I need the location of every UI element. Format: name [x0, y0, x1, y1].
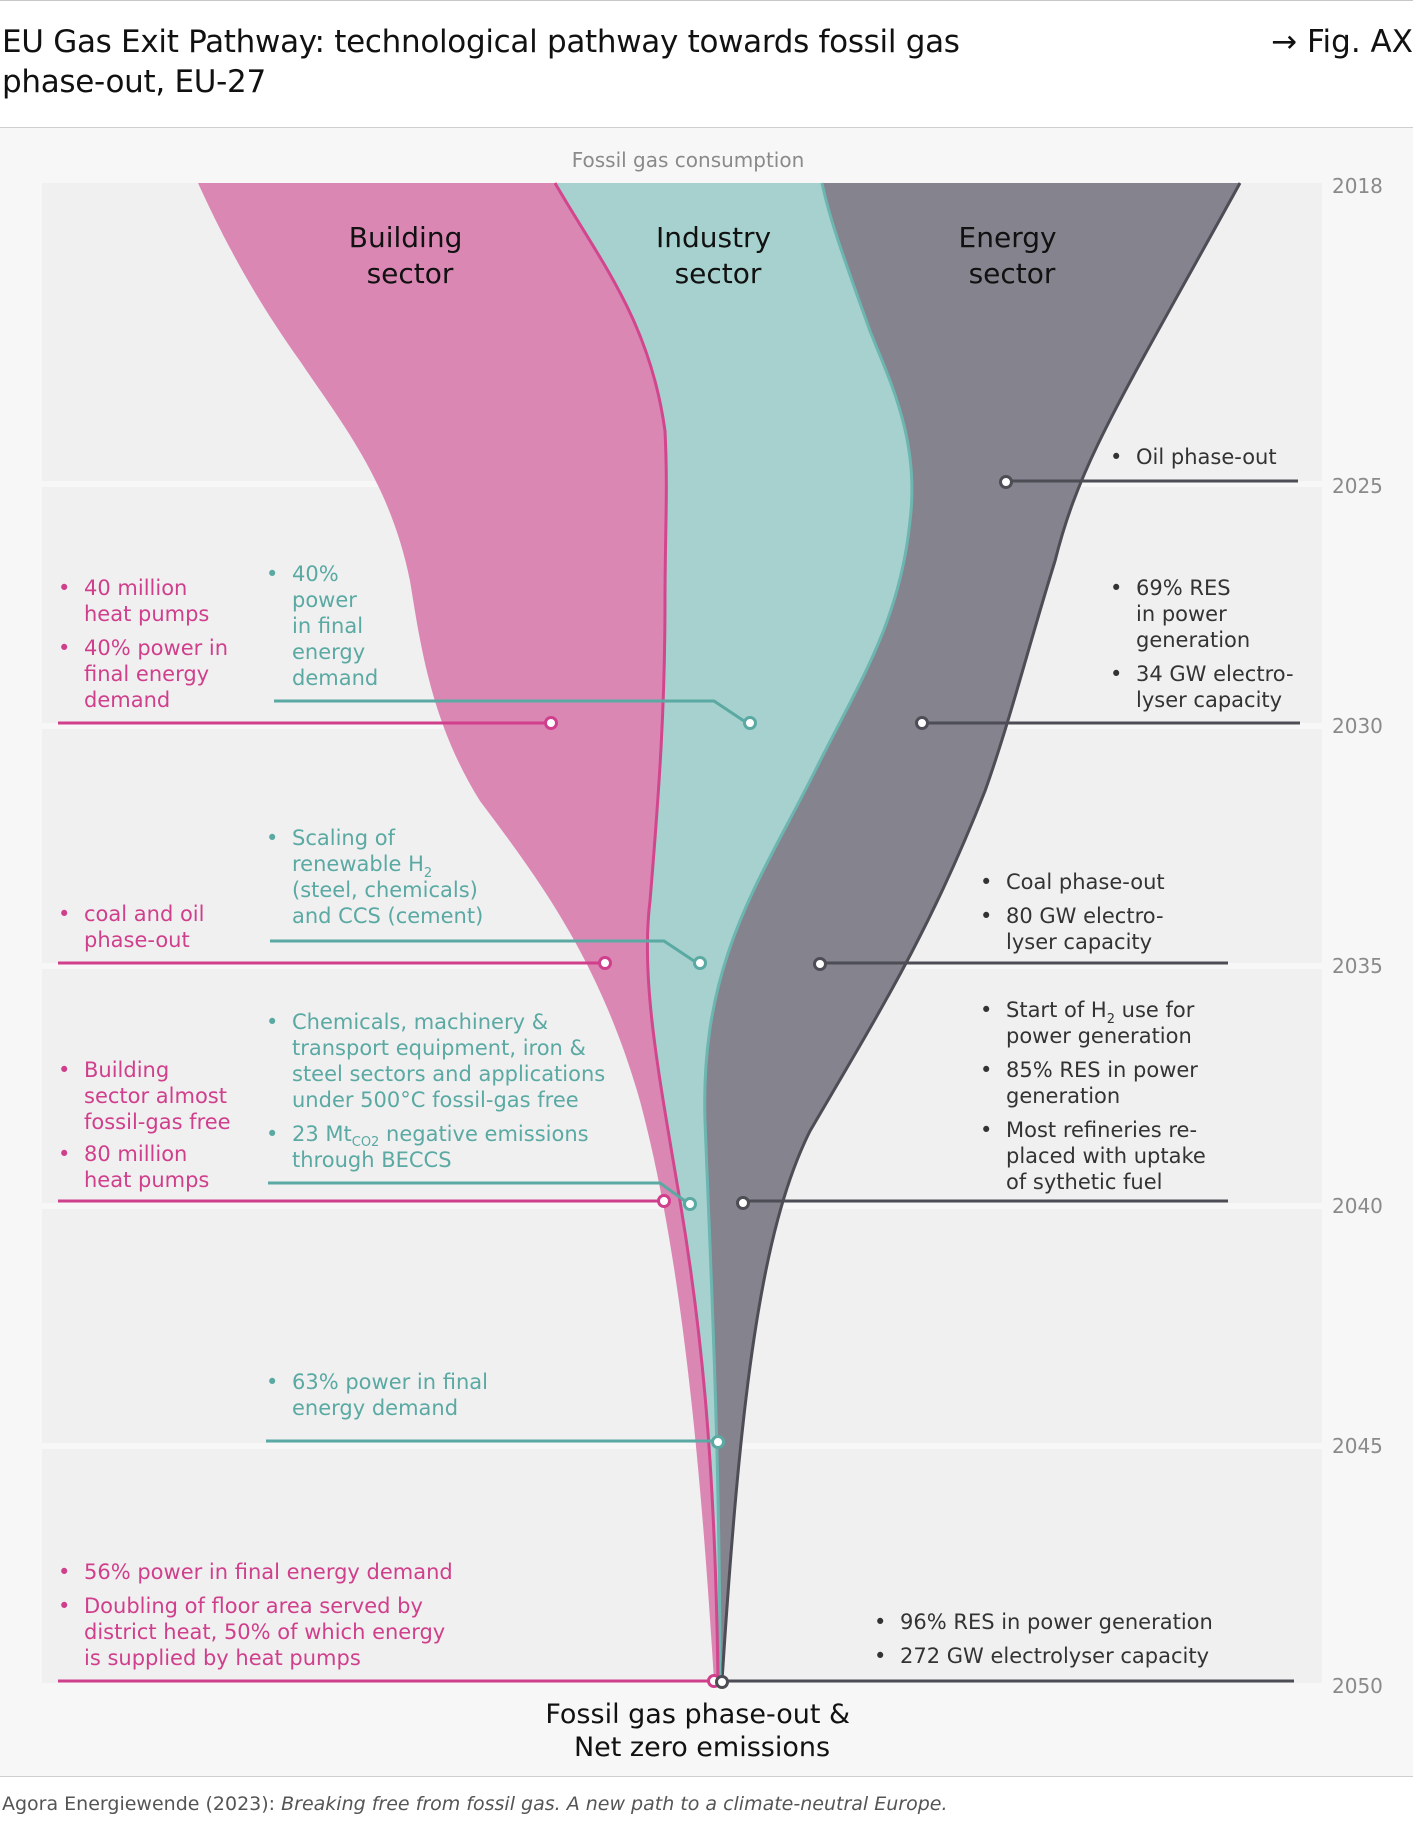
building-sector-title: Building sector — [349, 221, 472, 290]
energy-note-2025-a: • Oil phase-out — [1110, 445, 1277, 469]
energy-marker-2050 — [715, 1675, 729, 1689]
industry-leader-2040 — [268, 1181, 686, 1203]
industry-leaders — [266, 699, 745, 1443]
building-note-2030-a: • 40 million heat pumps — [58, 576, 209, 626]
energy-note-2040-a: • Start of H2 use for power generation — [980, 998, 1195, 1048]
gas-exit-diagram: Fossil gas consumption 2018 2025 2030 20… — [42, 148, 1383, 1763]
energy-note-2035-b: • 80 GW electro-lyser capacity — [980, 904, 1164, 954]
industry-note-2040-b: • 23 MtCO2 negative emissions through BECC… — [266, 1122, 589, 1172]
industry-leader-2035 — [270, 939, 695, 963]
year-label-2030: 2030 — [1332, 714, 1383, 738]
energy-sector-area — [704, 183, 1240, 1681]
industry-notes: • 40% power in final energy demand • Scaling o… — [266, 562, 605, 1420]
year-label-2040: 2040 — [1332, 1194, 1383, 1218]
year-label-2025: 2025 — [1332, 474, 1383, 498]
industry-sector-title: Industry sector — [656, 221, 780, 290]
industry-title-line1: Industry — [656, 221, 771, 254]
building-title-line2: sector — [367, 257, 454, 290]
building-notes: • 40 million heat pumps • 40% power in final… — [58, 576, 453, 1670]
energy-marker-2025 — [999, 475, 1013, 489]
building-title-line1: Building — [349, 221, 463, 254]
bottom-outcome-label: Fossil gas phase-out & Net zero emission… — [545, 1699, 858, 1763]
sector-titles: Building sector Industry sector Energy s… — [349, 221, 1066, 290]
building-note-2030-b: • 40% power in final energy demand — [58, 636, 228, 712]
energy-sector-title: Energy sector — [959, 221, 1066, 290]
bottom-label-line2: Net zero emissions — [574, 1732, 830, 1763]
industry-sector-edge — [703, 182, 914, 1682]
industry-marker-2040 — [683, 1197, 697, 1211]
building-note-2050-a: • 56% power in final energy demand — [58, 1560, 453, 1584]
building-note-2035-a: • coal and oil phase-out — [58, 902, 204, 952]
markers — [544, 475, 1013, 1689]
title-line-1: EU Gas Exit Pathway: technological pathw… — [2, 24, 960, 60]
year-label-2045: 2045 — [1332, 1434, 1383, 1458]
building-note-2040-a: • Building sector almost fossil-gas free — [58, 1058, 231, 1134]
energy-marker-2030 — [915, 716, 929, 730]
building-note-2040-b: • 80 million heat pumps — [58, 1142, 209, 1192]
energy-marker-2040 — [736, 1196, 750, 1210]
energy-title-line1: Energy — [959, 221, 1057, 254]
industry-sector-area — [555, 183, 912, 1681]
building-note-2050-b: • Doubling of floor area served by distric… — [58, 1594, 445, 1670]
energy-note-2035-a: • Coal phase-out — [980, 870, 1165, 894]
source-citation: Agora Energiewende (2023): Breaking free… — [2, 1793, 948, 1815]
building-marker-2030 — [544, 716, 558, 730]
building-sector-area — [198, 183, 718, 1681]
building-marker-2040 — [657, 1194, 671, 1208]
energy-note-2040-b: • 85% RES in power generation — [980, 1058, 1198, 1108]
industry-title-line2: sector — [675, 257, 762, 290]
source-title: Breaking free from fossil gas. A new pat… — [281, 1793, 948, 1815]
industry-marker-2045 — [711, 1435, 725, 1449]
energy-note-2050-b: • 272 GW electrolyser capacity — [874, 1644, 1209, 1668]
title-line-2: phase-out, EU-27 — [2, 64, 266, 100]
year-label-2035: 2035 — [1332, 954, 1383, 978]
energy-leaders — [722, 479, 1300, 1683]
figure-reference-link[interactable]: → Fig. AX — [1271, 24, 1413, 60]
year-labels: 2018 2025 2030 2035 2040 2045 2050 — [1332, 174, 1383, 1698]
industry-leader-2030 — [274, 699, 745, 723]
energy-note-2030-b: • 34 GW electro-lyser capacity — [1110, 662, 1294, 712]
industry-marker-2035 — [693, 956, 707, 970]
industry-note-2040-a: • Chemicals, machinery & transport equipme… — [266, 1010, 605, 1112]
top-axis-label: Fossil gas consumption — [572, 148, 805, 172]
top-rule — [0, 0, 1413, 1]
year-label-2018: 2018 — [1332, 174, 1383, 198]
building-marker-2035 — [598, 956, 612, 970]
energy-marker-2035 — [813, 957, 827, 971]
energy-notes: • Oil phase-out • 69% RES in power generatio… — [874, 445, 1294, 1668]
energy-note-2050-a: • 96% RES in power generation — [874, 1610, 1213, 1634]
figure-title: EU Gas Exit Pathway: technological pathw… — [2, 22, 1002, 102]
industry-marker-2030 — [743, 716, 757, 730]
industry-note-2045-a: • 63% power in final energy demand — [266, 1370, 488, 1420]
industry-note-2030-a: • 40% power in final energy demand — [266, 562, 378, 690]
diagram-panel: Fossil gas consumption 2018 2025 2030 20… — [0, 127, 1413, 1777]
band-2045-2050 — [42, 1449, 1322, 1683]
energy-title-line2: sector — [969, 257, 1056, 290]
energy-note-2030-a: • 69% RES in power generation — [1110, 576, 1250, 652]
year-label-2050: 2050 — [1332, 1674, 1383, 1698]
energy-note-2040-c: • Most refineries re-placed with uptake of… — [980, 1118, 1206, 1194]
energy-sector-edge — [720, 182, 1242, 1682]
bottom-label-line1: Fossil gas phase-out & — [545, 1699, 850, 1730]
building-leaders — [58, 721, 710, 1683]
building-sector-edge — [553, 182, 720, 1682]
source-prefix: Agora Energiewende (2023): — [2, 1793, 282, 1815]
